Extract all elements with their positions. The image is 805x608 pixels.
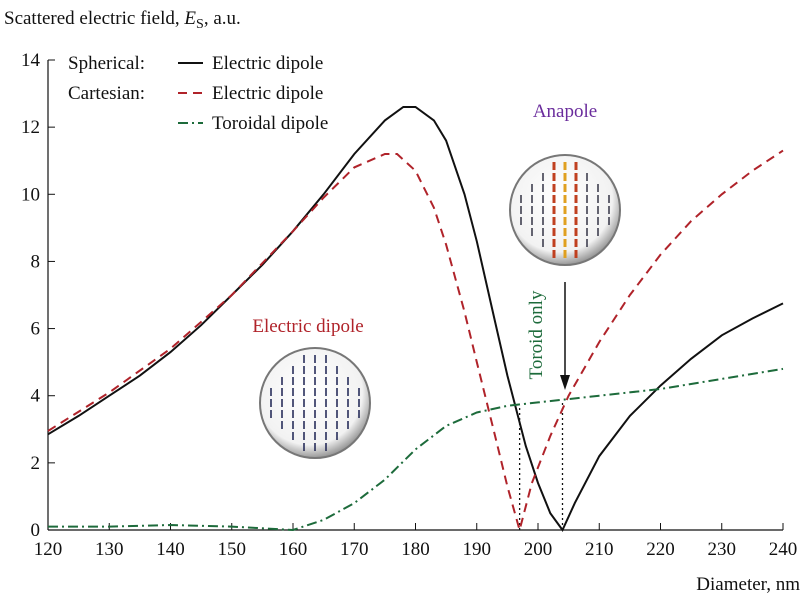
annotation: Anapole — [533, 101, 597, 122]
x-tick-label: 140 — [156, 539, 185, 560]
title-part: Scattered electric field, — [4, 8, 184, 29]
y-tick-label: 8 — [31, 251, 41, 272]
y-tick-label: 12 — [21, 117, 40, 138]
insets — [259, 154, 621, 459]
series-line — [47, 106, 784, 532]
arrow-head — [560, 375, 570, 390]
x-tick-label: 130 — [95, 539, 124, 560]
annotation: Toroid only — [526, 290, 547, 379]
title-part: E — [183, 8, 196, 29]
y-tick-label: 14 — [21, 50, 41, 71]
legend-group: Spherical: — [68, 53, 145, 74]
x-tick-label: 160 — [279, 539, 308, 560]
legend-label: Electric dipole — [212, 53, 323, 74]
chart-title: Scattered electric field, ES, a.u. — [4, 8, 241, 32]
x-tick-label: 220 — [646, 539, 675, 560]
annotation: Electric dipole — [252, 316, 363, 337]
x-tick-label: 230 — [708, 539, 737, 560]
y-tick-label: 0 — [31, 520, 41, 541]
legend-label: Electric dipole — [212, 83, 323, 104]
title-part: S — [196, 17, 204, 32]
x-tick-label: 170 — [340, 539, 369, 560]
y-tick-label: 4 — [31, 386, 41, 407]
x-tick-label: 190 — [463, 539, 492, 560]
x-tick-label: 240 — [769, 539, 798, 560]
x-tick-label: 180 — [401, 539, 430, 560]
y-tick-label: 2 — [31, 453, 41, 474]
y-tick-label: 10 — [21, 184, 40, 205]
x-axis-label: Diameter, nm — [696, 574, 800, 595]
x-tick-label: 210 — [585, 539, 614, 560]
x-tick-label: 200 — [524, 539, 553, 560]
y-tick-label: 6 — [31, 319, 41, 340]
x-tick-label: 150 — [218, 539, 247, 560]
series-line — [47, 149, 784, 534]
title-part: , a.u. — [204, 8, 241, 29]
legend-label: Toroidal dipole — [212, 113, 328, 134]
series-line — [48, 367, 784, 532]
x-tick-label: 120 — [34, 539, 63, 560]
legend-group: Cartesian: — [68, 83, 145, 104]
